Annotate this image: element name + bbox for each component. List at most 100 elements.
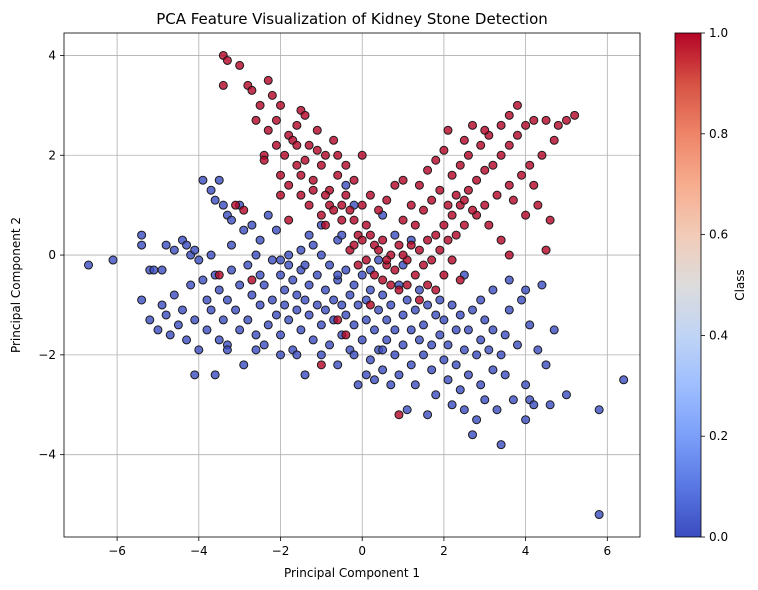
data-point [276, 330, 286, 340]
data-point [439, 355, 449, 365]
data-point [406, 240, 416, 250]
x-tick-label: 4 [522, 544, 530, 558]
data-point [239, 205, 249, 215]
data-point [435, 245, 445, 255]
data-point [276, 255, 286, 265]
data-point [280, 285, 290, 295]
data-point [300, 370, 310, 380]
data-point [329, 205, 339, 215]
data-point [398, 215, 408, 225]
data-point [459, 135, 469, 145]
data-point [545, 215, 555, 225]
data-point [206, 250, 216, 260]
data-point [214, 270, 224, 280]
data-point [537, 150, 547, 160]
data-point [190, 370, 200, 380]
data-point [521, 415, 531, 425]
data-point [243, 260, 253, 270]
data-point [414, 180, 424, 190]
data-point [512, 340, 522, 350]
data-points [84, 50, 629, 520]
data-point [198, 175, 208, 185]
y-tick-label: −2 [38, 348, 56, 362]
data-point [451, 230, 461, 240]
data-point [304, 140, 314, 150]
data-point [300, 295, 310, 305]
data-point [357, 270, 367, 280]
data-point [182, 240, 192, 250]
data-point [365, 230, 375, 240]
data-point [402, 280, 412, 290]
data-point [504, 275, 514, 285]
data-point [512, 130, 522, 140]
data-point [476, 380, 486, 390]
data-point [472, 175, 482, 185]
data-point [214, 335, 224, 345]
data-point [206, 305, 216, 315]
data-point [145, 315, 155, 325]
data-point [500, 370, 510, 380]
data-point [316, 320, 326, 330]
data-point [394, 410, 404, 420]
data-point [320, 190, 330, 200]
colorbar-gradient [674, 32, 702, 538]
data-point [263, 210, 273, 220]
data-point [439, 145, 449, 155]
data-point [488, 325, 498, 335]
data-point [390, 325, 400, 335]
y-axis-label: Principal Component 2 [9, 217, 23, 353]
data-point [333, 150, 343, 160]
data-point [161, 240, 171, 250]
data-point [292, 350, 302, 360]
data-point [271, 310, 281, 320]
data-point [365, 300, 375, 310]
data-point [341, 265, 351, 275]
data-point [390, 265, 400, 275]
data-point [427, 340, 437, 350]
data-point [549, 135, 559, 145]
data-point [508, 195, 518, 205]
data-point [169, 290, 179, 300]
data-point [406, 325, 416, 335]
data-point [235, 60, 245, 70]
data-point [284, 315, 294, 325]
data-point [349, 215, 359, 225]
data-point [521, 210, 531, 220]
data-point [525, 160, 535, 170]
data-point [541, 245, 551, 255]
data-point [398, 250, 408, 260]
data-point [325, 340, 335, 350]
data-point [190, 245, 200, 255]
data-point [545, 400, 555, 410]
data-point [222, 345, 232, 355]
data-point [496, 150, 506, 160]
data-point [304, 230, 314, 240]
data-point [251, 250, 261, 260]
data-point [480, 165, 490, 175]
data-point [447, 255, 457, 265]
data-point [427, 365, 437, 375]
data-point [276, 270, 286, 280]
data-point [443, 125, 453, 135]
data-point [137, 240, 147, 250]
data-point [312, 145, 322, 155]
data-point [455, 160, 465, 170]
data-point [349, 350, 359, 360]
data-point [333, 170, 343, 180]
data-point [463, 370, 473, 380]
data-point [488, 365, 498, 375]
data-point [504, 250, 514, 260]
data-point [349, 280, 359, 290]
data-point [476, 335, 486, 345]
data-point [271, 140, 281, 150]
data-point [402, 295, 412, 305]
data-point [263, 320, 273, 330]
data-point [165, 330, 175, 340]
data-point [463, 185, 473, 195]
data-point [218, 315, 228, 325]
data-point [194, 255, 204, 265]
data-point [406, 360, 416, 370]
data-point [247, 220, 257, 230]
data-point [353, 380, 363, 390]
